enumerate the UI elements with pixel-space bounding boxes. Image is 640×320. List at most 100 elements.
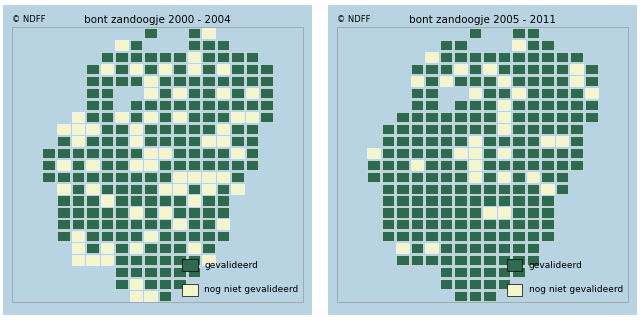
Bar	[454, 112, 467, 122]
Bar	[541, 88, 554, 98]
Bar	[454, 220, 467, 229]
Bar	[541, 124, 554, 134]
Bar	[202, 64, 215, 74]
Bar	[231, 112, 244, 122]
Bar	[130, 220, 142, 229]
Bar	[260, 88, 273, 98]
Bar	[130, 183, 142, 194]
Bar	[512, 160, 525, 170]
Bar	[173, 148, 186, 158]
Bar	[468, 160, 481, 170]
Bar	[396, 255, 409, 265]
Bar	[468, 28, 481, 38]
Bar	[440, 76, 452, 86]
Bar	[468, 112, 481, 122]
Bar	[188, 196, 200, 205]
Bar	[246, 160, 259, 170]
Bar	[556, 136, 568, 146]
Bar	[173, 52, 186, 62]
Bar	[541, 64, 554, 74]
Bar	[498, 64, 510, 74]
Bar	[410, 88, 423, 98]
Bar	[483, 112, 496, 122]
Bar	[100, 148, 113, 158]
Bar	[381, 148, 394, 158]
Bar	[468, 255, 481, 265]
Bar	[527, 52, 540, 62]
Bar	[246, 52, 259, 62]
Bar	[556, 64, 568, 74]
Bar	[556, 124, 568, 134]
Bar	[231, 124, 244, 134]
Bar	[396, 160, 409, 170]
Text: bont zandoogje 2005 - 2011: bont zandoogje 2005 - 2011	[409, 15, 556, 25]
Bar	[188, 52, 200, 62]
Bar	[541, 148, 554, 158]
Bar	[182, 284, 198, 296]
Bar	[483, 64, 496, 74]
Bar	[527, 64, 540, 74]
Bar	[231, 136, 244, 146]
Bar	[144, 183, 157, 194]
Bar	[498, 160, 510, 170]
Bar	[86, 88, 99, 98]
Bar	[512, 112, 525, 122]
Bar	[483, 220, 496, 229]
Bar	[173, 207, 186, 218]
Bar	[202, 112, 215, 122]
Bar	[57, 136, 70, 146]
Bar	[86, 207, 99, 218]
Bar	[468, 52, 481, 62]
Bar	[115, 183, 128, 194]
Bar	[483, 255, 496, 265]
Bar	[483, 160, 496, 170]
Bar	[483, 243, 496, 253]
Bar	[144, 52, 157, 62]
Bar	[173, 172, 186, 182]
Bar	[173, 220, 186, 229]
Bar	[410, 112, 423, 122]
Bar	[173, 183, 186, 194]
Bar	[130, 112, 142, 122]
Bar	[425, 100, 438, 110]
Bar	[454, 52, 467, 62]
Bar	[483, 52, 496, 62]
Bar	[188, 148, 200, 158]
Bar	[72, 160, 84, 170]
Text: bont zandoogje 2000 - 2004: bont zandoogje 2000 - 2004	[84, 15, 231, 25]
Bar	[144, 160, 157, 170]
Bar	[527, 196, 540, 205]
Bar	[260, 100, 273, 110]
Bar	[468, 220, 481, 229]
Bar	[12, 27, 303, 302]
Bar	[159, 172, 172, 182]
Bar	[512, 267, 525, 277]
Bar	[541, 220, 554, 229]
Bar	[468, 88, 481, 98]
Bar	[556, 100, 568, 110]
Bar	[512, 100, 525, 110]
Bar	[527, 148, 540, 158]
Bar	[130, 148, 142, 158]
Bar	[130, 243, 142, 253]
Bar	[541, 172, 554, 182]
Bar	[173, 231, 186, 242]
Bar	[202, 136, 215, 146]
Bar	[159, 160, 172, 170]
Bar	[115, 255, 128, 265]
Bar	[468, 136, 481, 146]
Text: © NDFF: © NDFF	[12, 15, 46, 24]
Bar	[72, 231, 84, 242]
Bar	[381, 183, 394, 194]
Bar	[483, 172, 496, 182]
Bar	[188, 243, 200, 253]
Bar	[188, 183, 200, 194]
Bar	[86, 243, 99, 253]
Bar	[570, 76, 583, 86]
Bar	[115, 243, 128, 253]
Bar	[173, 112, 186, 122]
Bar	[570, 136, 583, 146]
Bar	[72, 255, 84, 265]
Bar	[541, 183, 554, 194]
Bar	[202, 183, 215, 194]
